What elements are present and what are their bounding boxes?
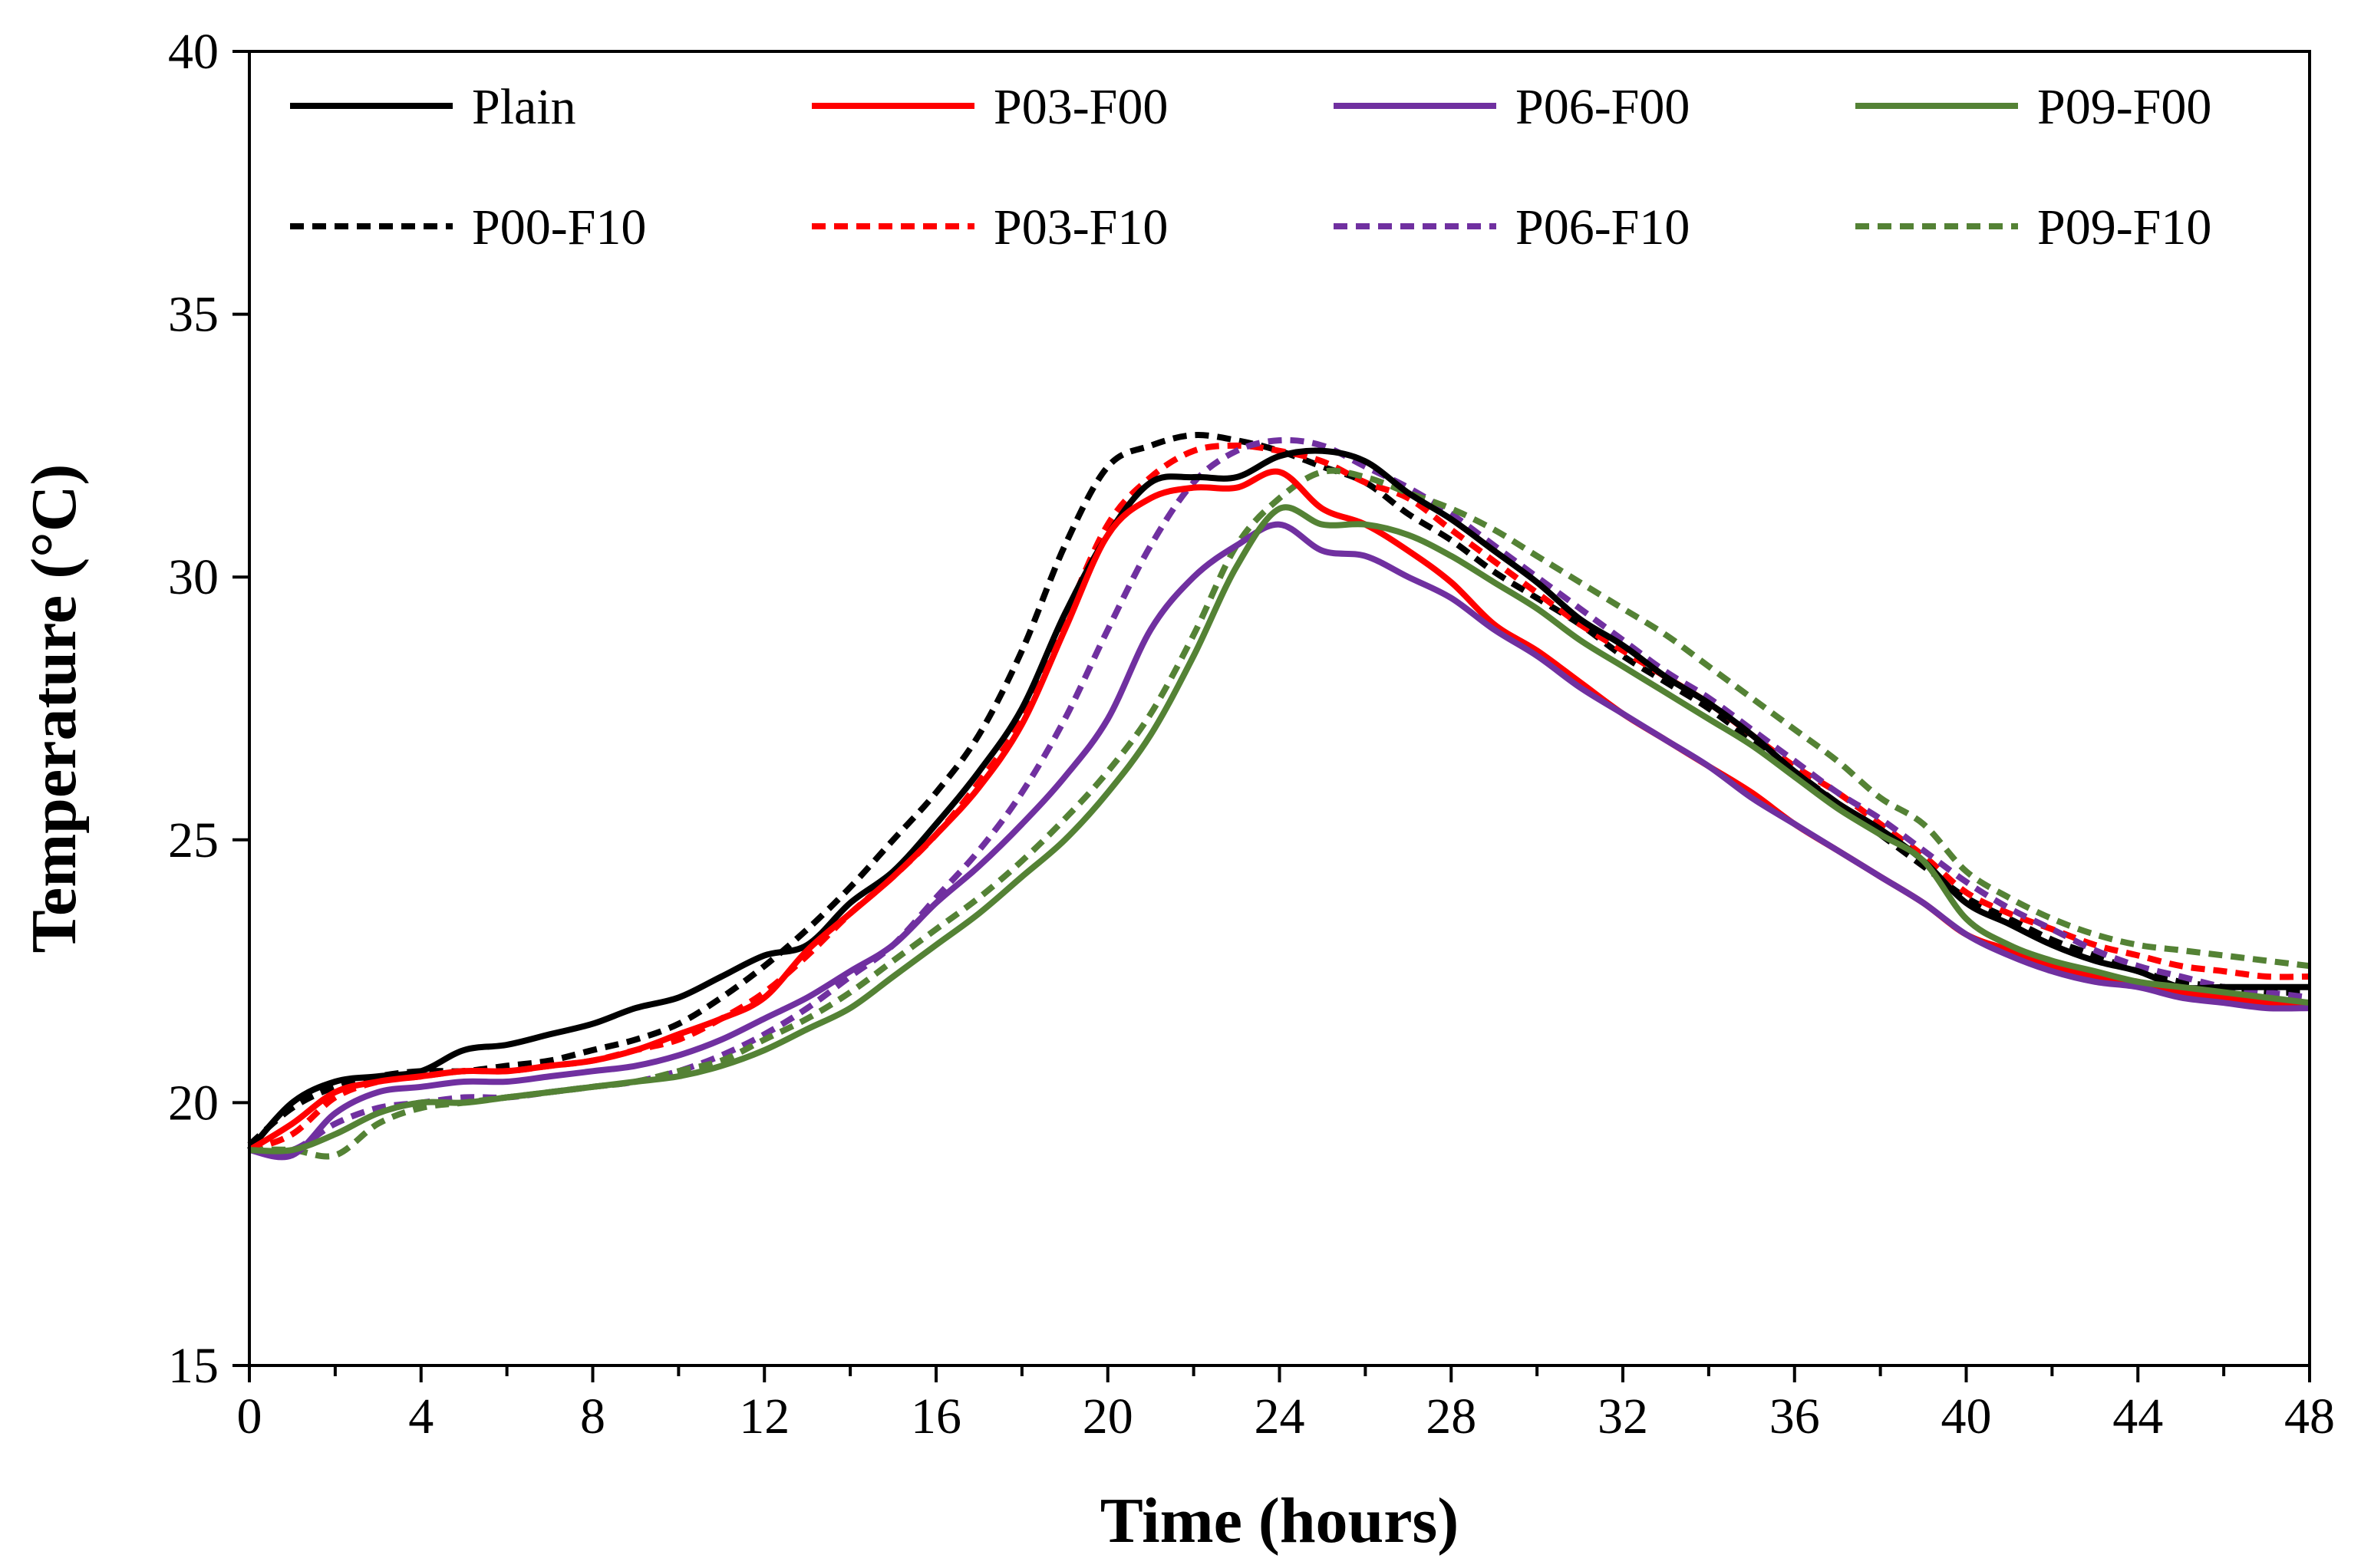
legend-label: P03-F00 xyxy=(994,79,1168,135)
x-tick-label: 0 xyxy=(237,1388,262,1444)
x-tick-label: 8 xyxy=(580,1388,605,1444)
x-tick-label: 32 xyxy=(1598,1388,1648,1444)
x-tick-label: 12 xyxy=(739,1388,790,1444)
x-tick-label: 4 xyxy=(408,1388,434,1444)
x-tick-label: 40 xyxy=(1941,1388,1992,1444)
series-line-p06-f00 xyxy=(249,521,2310,1161)
y-tick-label: 40 xyxy=(168,24,219,80)
y-axis-ticks: 15 20 25 30 35 40 xyxy=(168,24,249,1394)
y-axis-title: Temperature (°C) xyxy=(18,464,90,954)
legend-label: Plain xyxy=(472,79,576,135)
x-tick-label: 36 xyxy=(1769,1388,1820,1444)
series-line-p09-f00 xyxy=(249,504,2310,1155)
series-line-plain xyxy=(247,447,2310,1152)
legend-label: P09-F10 xyxy=(2037,199,2211,255)
y-tick-label: 25 xyxy=(168,812,219,868)
x-tick-label: 28 xyxy=(1426,1388,1476,1444)
legend-label: P06-F00 xyxy=(1515,79,1690,135)
x-axis-title: Time (hours) xyxy=(1100,1485,1459,1556)
y-tick-label: 20 xyxy=(168,1075,219,1131)
y-tick-label: 35 xyxy=(168,287,219,343)
legend: Plain P03-F00 P06-F00 P09-F00 P00-F10 P03-F10… xyxy=(290,79,2211,255)
legend-label: P09-F00 xyxy=(2037,79,2211,135)
x-tick-label: 48 xyxy=(2284,1388,2335,1444)
y-tick-label: 30 xyxy=(168,549,219,605)
x-tick-label: 20 xyxy=(1083,1388,1133,1444)
x-axis-ticks: 0 4 8 12 16 20 24 28 32 36 40 44 48 xyxy=(237,1365,2335,1444)
series-layer xyxy=(247,432,2310,1161)
y-tick-label: 15 xyxy=(168,1338,219,1394)
x-tick-label: 24 xyxy=(1255,1388,1305,1444)
x-tick-label: 16 xyxy=(911,1388,961,1444)
legend-label: P03-F10 xyxy=(994,199,1168,255)
legend-label: P00-F10 xyxy=(472,199,646,255)
legend-label: P06-F10 xyxy=(1515,199,1690,255)
x-tick-label: 44 xyxy=(2112,1388,2163,1444)
